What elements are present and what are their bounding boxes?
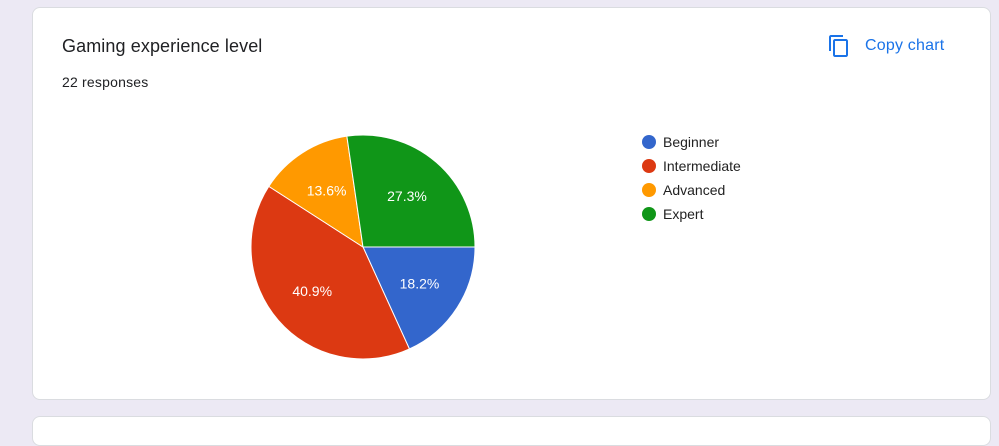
- response-count: 22 responses: [62, 74, 149, 90]
- copy-chart-label: Copy chart: [865, 37, 945, 54]
- slice-label-expert: 27.3%: [387, 188, 427, 204]
- legend-swatch-expert: [642, 207, 656, 221]
- legend-label-beginner[interactable]: Beginner: [663, 134, 719, 150]
- slice-label-intermediate: 40.9%: [292, 283, 332, 299]
- copy-chart-button[interactable]: Copy chart: [819, 28, 952, 64]
- pie-slice-expert[interactable]: [346, 134, 476, 248]
- legend-label-expert[interactable]: Expert: [663, 206, 704, 222]
- question-title: Gaming experience level: [62, 36, 263, 56]
- legend-swatch-intermediate: [642, 159, 656, 173]
- legend-label-advanced[interactable]: Advanced: [663, 182, 725, 198]
- slice-label-advanced: 13.6%: [307, 183, 347, 199]
- copy-icon: [827, 34, 851, 58]
- legend-label-intermediate[interactable]: Intermediate: [663, 158, 741, 174]
- legend-swatch-beginner: [642, 135, 656, 149]
- pie-slice-beginner[interactable]: [362, 246, 476, 350]
- pie-chart: 18.2% 40.9% 13.6% 27.3% Beginner Intermediate…: [250, 134, 741, 360]
- pie-slice-intermediate[interactable]: [250, 185, 411, 360]
- legend-swatch-advanced: [642, 183, 656, 197]
- pie-slice-advanced[interactable]: [268, 135, 364, 249]
- next-card: [32, 416, 991, 446]
- slice-label-beginner: 18.2%: [400, 275, 440, 291]
- chart-card: Gaming experience level 22 responses Cop…: [32, 7, 991, 400]
